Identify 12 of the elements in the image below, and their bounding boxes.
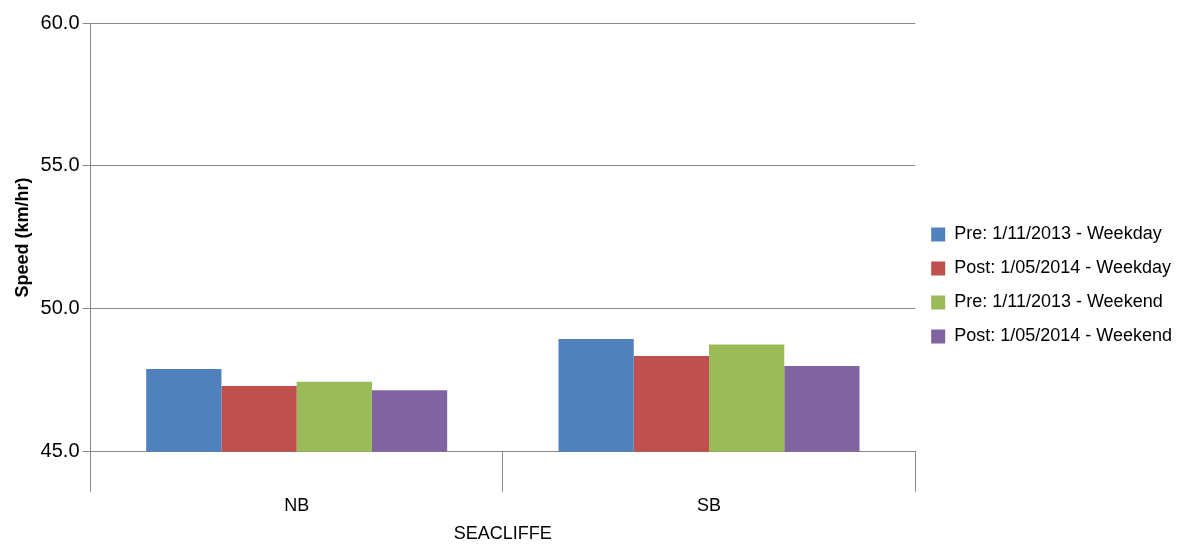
- legend-label: Post: 1/05/2014 - Weekday: [954, 257, 1171, 278]
- legend-label: Post: 1/05/2014 - Weekend: [954, 325, 1172, 346]
- y-tick-label: 50.0: [40, 296, 80, 319]
- y-tick-label: 55.0: [40, 153, 80, 176]
- legend-label: Pre: 1/11/2013 - Weekend: [954, 291, 1163, 312]
- y-tick-label: 60.0: [40, 10, 80, 33]
- x-tick-label: NB: [284, 494, 310, 515]
- y-tick-label: 45.0: [40, 439, 80, 462]
- legend-label: Pre: 1/11/2013 - Weekday: [954, 223, 1162, 244]
- y-axis-title: Speed (km/hr): [11, 177, 32, 298]
- x-axis-title: SEACLIFFE: [453, 523, 552, 544]
- x-tick-label: SB: [697, 494, 722, 515]
